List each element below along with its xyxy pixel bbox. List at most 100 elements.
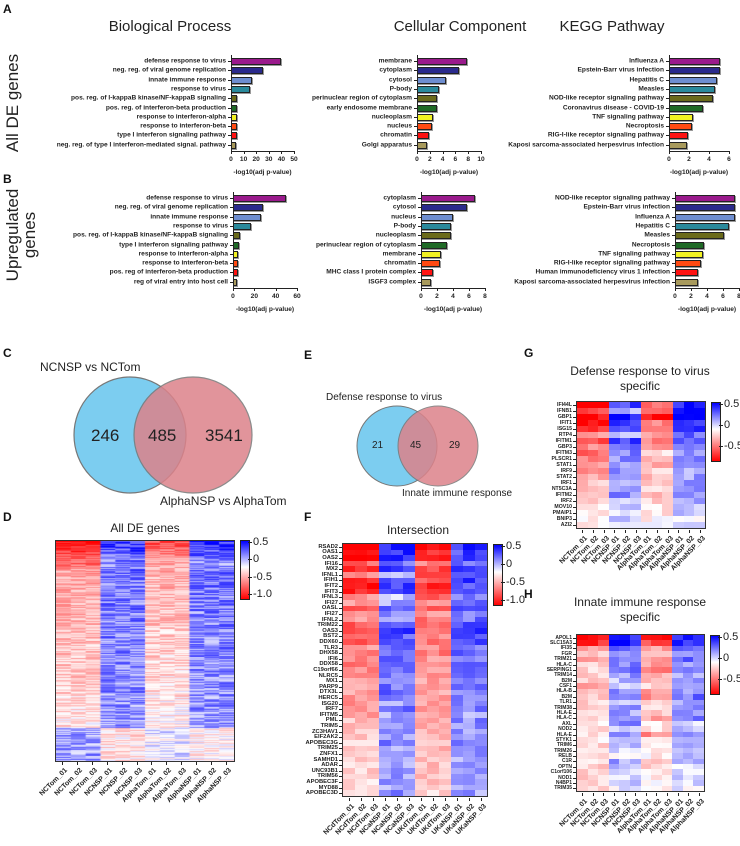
column-tick [421, 798, 422, 801]
heatmap-cell [587, 651, 599, 657]
gene-label: HLA-E [556, 731, 572, 738]
heatmap-cell [619, 426, 631, 433]
heatmap-cell [609, 492, 621, 499]
y-tick [418, 253, 421, 255]
colorbar-label: 0 [253, 553, 260, 566]
heatmap-f-title: Intersection [386, 523, 450, 537]
heatmap-cell [608, 758, 620, 765]
gene-label: TLR3 [323, 644, 339, 651]
row-tick [573, 441, 576, 442]
heatmap-cell [651, 498, 663, 505]
gene-label: C1orf106 [550, 769, 572, 776]
x-tick-label: 30 [265, 155, 273, 163]
y-tick [666, 144, 669, 146]
heatmap-cell [682, 780, 694, 786]
heatmap-cell [391, 790, 404, 797]
heatmap-cell [451, 622, 464, 629]
heatmap-cell [403, 588, 416, 595]
heatmap-cell [463, 728, 476, 735]
bar [675, 222, 729, 230]
heatmap-cell [367, 723, 380, 730]
heatmap-cell [475, 656, 488, 662]
bar-label: cytoplasm [383, 194, 416, 202]
heatmap-cell [451, 695, 464, 702]
bar-label: chromatin [384, 259, 416, 267]
heatmap-cell [640, 635, 652, 641]
heatmap-cell [661, 747, 673, 754]
heatmap-cell [439, 700, 452, 707]
heatmap-cell [619, 737, 631, 743]
heatmap-cell [343, 751, 356, 758]
heatmap-cell [463, 639, 476, 646]
heatmap-cell [403, 790, 416, 797]
x-tick [275, 287, 277, 291]
bar [421, 241, 448, 249]
row-tick [573, 525, 576, 526]
heatmap-cell [598, 667, 610, 674]
x-tick-label: 8 [737, 292, 740, 300]
heatmap-cell [640, 661, 652, 668]
x-tick-label: 8 [483, 292, 487, 300]
heatmap-cell [693, 699, 705, 706]
heatmap-cell [403, 600, 416, 606]
heatmap-cell [463, 706, 476, 713]
heatmap-cell [343, 768, 356, 774]
heatmap-cell [475, 734, 488, 741]
heatmap-cell [661, 688, 673, 695]
heatmap-cell [651, 715, 663, 722]
heatmap-cell [661, 656, 673, 663]
heatmap-cell [343, 734, 356, 741]
heatmap-cell [379, 678, 392, 685]
bar-label: chromatin [380, 131, 412, 139]
heatmap-cell [661, 764, 673, 770]
bar-label: type I interferon signaling pathway [119, 241, 228, 248]
heatmap-cell [427, 566, 440, 573]
gene-label: STAT1 [556, 462, 572, 468]
heatmap-cell [587, 737, 599, 743]
heatmap-cell [577, 450, 589, 457]
row-tick [573, 696, 576, 698]
heatmap-cell [391, 560, 404, 567]
heatmap-cell [475, 672, 488, 679]
bar-label: reg of viral entry into host cell [133, 278, 228, 286]
heatmap-cell [451, 650, 464, 657]
heatmap-cell [662, 444, 674, 451]
heatmap-cell [673, 516, 685, 523]
heatmap-cell [587, 764, 599, 770]
heatmap-cell [415, 706, 428, 713]
title-biological-process: Biological Process [108, 18, 232, 35]
y-tick [418, 281, 421, 283]
heatmap-cell [662, 450, 674, 457]
gene-label: TRIM22 [317, 622, 338, 629]
heatmap-cell [598, 731, 610, 738]
row-tick [573, 713, 576, 714]
heatmap-cell [577, 704, 588, 711]
heatmap-cell [451, 661, 464, 668]
heatmap-cell [355, 728, 368, 735]
heatmap-cell [577, 414, 589, 421]
heatmap-cell [640, 737, 652, 743]
heatmap-cell [367, 588, 380, 595]
heatmap-cell [403, 740, 416, 746]
heatmap-cell [640, 710, 652, 717]
heatmap-cell [694, 414, 706, 421]
y-tick [228, 116, 231, 118]
heatmap-cell [463, 695, 476, 702]
heatmap-cell [693, 645, 705, 652]
heatmap-cell [608, 656, 620, 663]
gene-label: EIF2AK2 [314, 734, 338, 741]
heatmap-cell [403, 594, 416, 601]
bar [421, 204, 467, 212]
row-tick [573, 519, 576, 520]
heatmap-cell [355, 706, 368, 713]
heatmap-cell [683, 450, 695, 457]
heatmap-d-colorbar [240, 540, 250, 600]
heatmap-cell [415, 773, 428, 780]
heatmap-cell [475, 784, 488, 791]
column-tick [361, 798, 362, 801]
heatmap-cell [451, 588, 464, 595]
heatmap-cell [577, 426, 589, 433]
heatmap-cell [475, 566, 488, 573]
heatmap-cell [463, 773, 476, 780]
bar-label: response to interferon-alpha [138, 250, 228, 258]
